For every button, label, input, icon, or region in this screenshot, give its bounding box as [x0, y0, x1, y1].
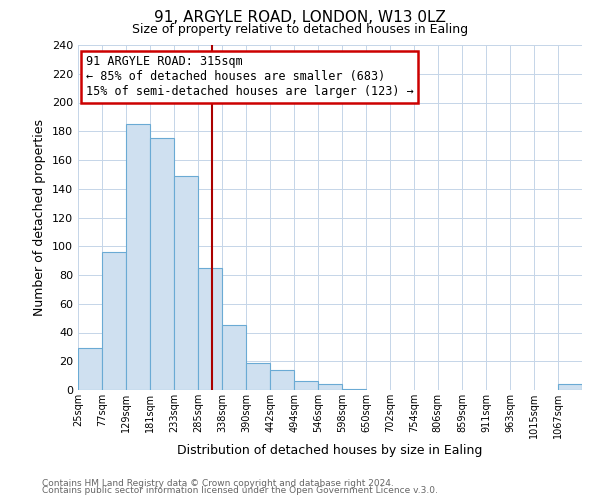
Text: Size of property relative to detached houses in Ealing: Size of property relative to detached ho… [132, 22, 468, 36]
Text: Contains public sector information licensed under the Open Government Licence v.: Contains public sector information licen… [42, 486, 438, 495]
Bar [102, 252, 126, 390]
Text: Contains HM Land Registry data © Crown copyright and database right 2024.: Contains HM Land Registry data © Crown c… [42, 478, 394, 488]
Bar [174, 176, 198, 390]
X-axis label: Distribution of detached houses by size in Ealing: Distribution of detached houses by size … [178, 444, 482, 456]
Bar [342, 388, 366, 390]
Text: 91, ARGYLE ROAD, LONDON, W13 0LZ: 91, ARGYLE ROAD, LONDON, W13 0LZ [154, 10, 446, 25]
Bar [558, 384, 582, 390]
Bar [222, 326, 246, 390]
Bar [198, 268, 222, 390]
Bar [246, 362, 270, 390]
Bar [270, 370, 294, 390]
Bar [126, 124, 150, 390]
Bar [150, 138, 174, 390]
Text: 91 ARGYLE ROAD: 315sqm
← 85% of detached houses are smaller (683)
15% of semi-de: 91 ARGYLE ROAD: 315sqm ← 85% of detached… [86, 56, 413, 98]
Bar [318, 384, 342, 390]
Bar [294, 382, 318, 390]
Bar [78, 348, 102, 390]
Y-axis label: Number of detached properties: Number of detached properties [34, 119, 46, 316]
